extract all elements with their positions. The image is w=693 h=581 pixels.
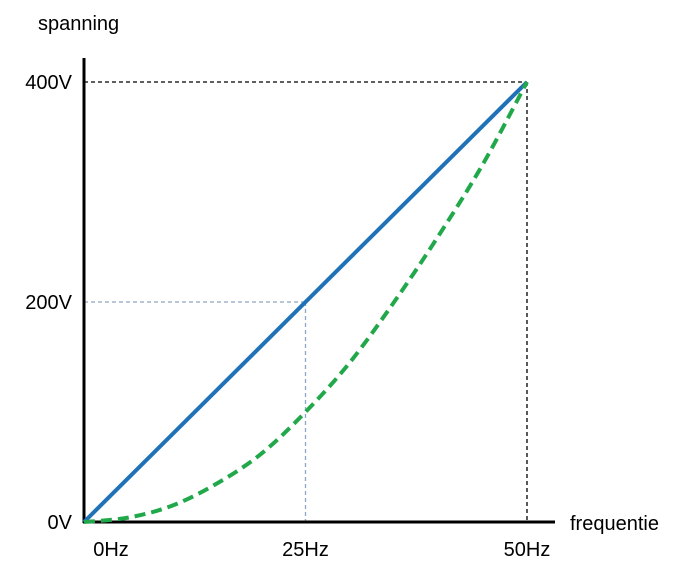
axes	[82, 58, 555, 524]
x-axis-title: frequentie	[570, 513, 659, 535]
x-tick-label-2: 50Hz	[504, 539, 551, 561]
x-tick-label-1: 25Hz	[282, 539, 329, 561]
y-tick-label-0: 0V	[48, 512, 73, 534]
series-line-0	[82, 80, 529, 524]
x-tick-label-0: 0Hz	[93, 539, 129, 561]
series-line-1	[83, 81, 529, 524]
y-tick-label-2: 400V	[25, 72, 72, 94]
y-axis-title: spanning	[38, 13, 119, 35]
labels: 0V 200V 400V 0Hz 25Hz 50Hz spanning frequentie	[25, 13, 659, 561]
series-group	[82, 80, 529, 524]
y-tick-label-1: 200V	[25, 292, 72, 314]
reference-lines	[84, 81, 528, 522]
